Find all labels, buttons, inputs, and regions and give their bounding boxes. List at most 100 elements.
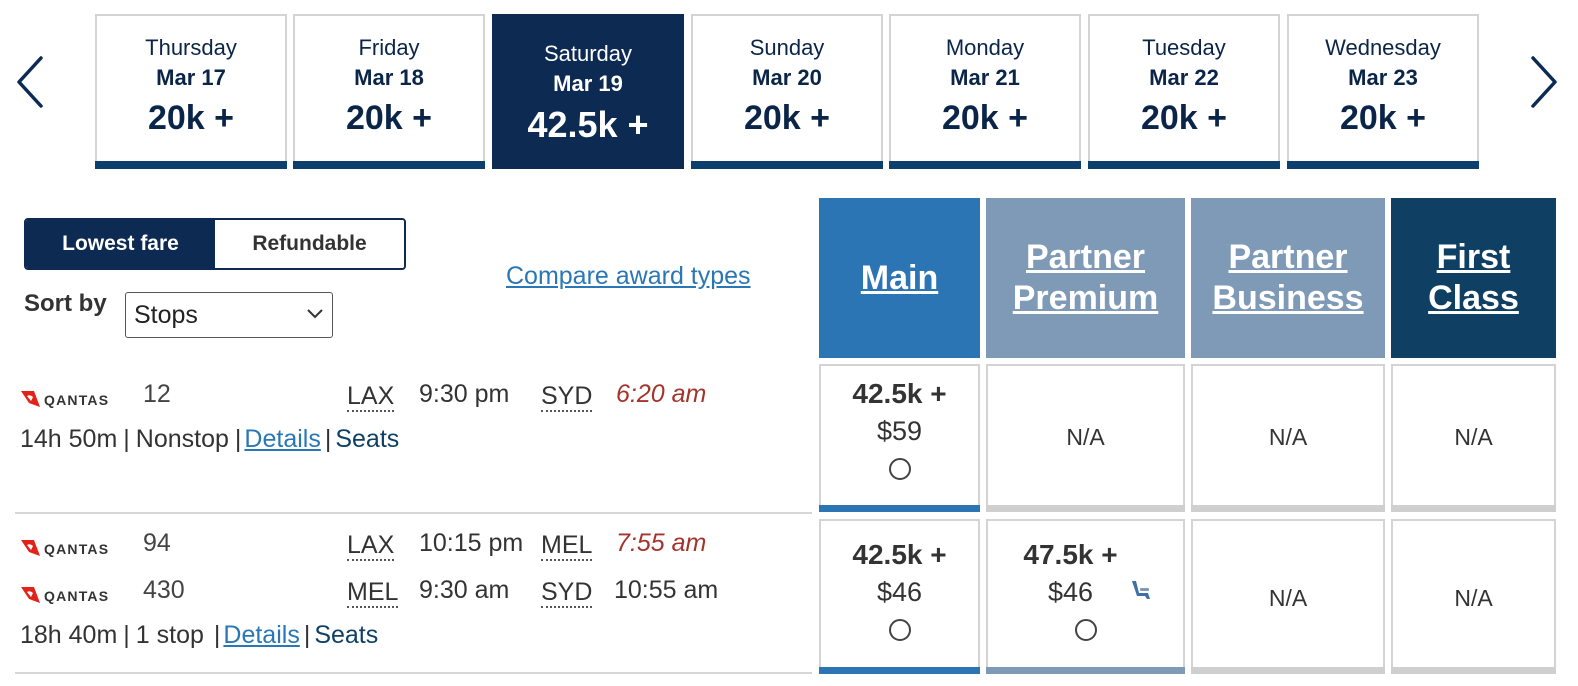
origin-airport[interactable]: LAX: [347, 531, 395, 561]
date-tile-wednesday[interactable]: Wednesday Mar 23 20k +: [1287, 14, 1479, 169]
date-price: 20k +: [1339, 99, 1427, 137]
fare-radio[interactable]: [1074, 619, 1097, 641]
destination-airport[interactable]: MEL: [541, 531, 593, 561]
date-label: Mar 21: [950, 65, 1020, 90]
fare-miles: 47.5k +: [1023, 539, 1118, 570]
svg-text:QANTAS: QANTAS: [44, 392, 109, 408]
cabin-header-first-class[interactable]: First Class: [1391, 198, 1556, 358]
row-divider: [15, 672, 812, 674]
arrival-time-next-day: 7:55 am: [616, 529, 707, 557]
qantas-logo-icon: QANTAS: [21, 587, 109, 604]
stops: Nonstop: [135, 425, 229, 453]
date-price: 20k +: [1140, 99, 1228, 137]
departure-time: 9:30 pm: [419, 380, 510, 408]
flight-number: 12: [143, 380, 171, 408]
cabin-label: Partner Business: [1212, 238, 1364, 317]
cabin-label: Partner Premium: [1012, 238, 1159, 317]
fare-type-toggle: Lowest fare Refundable: [24, 218, 406, 270]
fare-na: N/A: [1454, 424, 1493, 450]
compare-award-types-link[interactable]: Compare award types: [506, 262, 751, 290]
date-label: Mar 17: [156, 65, 226, 90]
destination-airport[interactable]: SYD: [541, 578, 593, 608]
flight-number: 430: [143, 576, 185, 604]
date-day-name: Saturday: [543, 41, 633, 66]
cabin-header-partner-business[interactable]: Partner Business: [1191, 198, 1385, 358]
date-tile-monday[interactable]: Monday Mar 21 20k +: [889, 14, 1081, 169]
details-link[interactable]: Details: [244, 425, 321, 453]
seats-link[interactable]: Seats: [314, 621, 379, 649]
date-day-name: Monday: [945, 35, 1025, 60]
destination-airport[interactable]: SYD: [541, 382, 593, 412]
next-dates-chevron-right-icon[interactable]: [1524, 52, 1564, 112]
sort-by-label: Sort by: [24, 290, 107, 317]
cabin-label: First Class: [1428, 238, 1519, 317]
arrival-time-next-day: 6:20 am: [616, 380, 707, 408]
date-price: 20k +: [345, 99, 433, 137]
date-day-name: Wednesday: [1325, 35, 1441, 60]
arrival-time: 10:55 am: [614, 576, 719, 604]
date-day-name: Sunday: [749, 35, 825, 60]
fare-cell-main[interactable]: 42.5k + $46: [819, 519, 980, 674]
date-price: 42.5k +: [527, 104, 649, 145]
date-tile-friday[interactable]: Friday Mar 18 20k +: [293, 14, 485, 169]
svg-text:QANTAS: QANTAS: [44, 588, 109, 604]
flight-summary: 18h 40m | 1 stop | Details | Seats: [20, 621, 379, 649]
departure-time: 9:30 am: [419, 576, 510, 604]
lowest-fare-option[interactable]: Lowest fare: [26, 220, 215, 268]
fare-cell-partner-premium: N/A: [986, 364, 1185, 512]
fare-cell-partner-premium[interactable]: 47.5k + $46: [986, 519, 1185, 674]
date-price: 20k +: [941, 99, 1029, 137]
fare-na: N/A: [1066, 424, 1105, 450]
fare-radio[interactable]: [888, 458, 911, 480]
date-label: Mar 19: [553, 71, 623, 96]
refundable-option[interactable]: Refundable: [215, 220, 404, 268]
cabin-label: Main: [860, 258, 939, 297]
cabin-header-main[interactable]: Main: [819, 198, 980, 358]
origin-airport[interactable]: MEL: [347, 578, 399, 608]
duration: 14h 50m: [20, 425, 118, 453]
qantas-logo-icon: QANTAS: [21, 540, 109, 557]
fare-cell-main[interactable]: 42.5k + $59: [819, 364, 980, 512]
fare-cell-first-class: N/A: [1391, 364, 1556, 512]
seats-link[interactable]: Seats: [335, 425, 400, 453]
fare-na: N/A: [1454, 585, 1493, 611]
svg-text:QANTAS: QANTAS: [44, 541, 109, 557]
details-link[interactable]: Details: [223, 621, 300, 649]
departure-time: 10:15 pm: [419, 529, 524, 557]
date-tile-tuesday[interactable]: Tuesday Mar 22 20k +: [1088, 14, 1280, 169]
date-label: Mar 23: [1348, 65, 1418, 90]
flight-summary: 14h 50m | Nonstop | Details | Seats: [20, 425, 400, 453]
fare-miles: 42.5k +: [852, 539, 947, 570]
qantas-logo-icon: QANTAS: [21, 391, 109, 408]
date-label: Mar 20: [752, 65, 822, 90]
fare-tax: $59: [876, 416, 923, 446]
date-tile-sunday[interactable]: Sunday Mar 20 20k +: [691, 14, 883, 169]
date-day-name: Thursday: [145, 35, 237, 60]
chevron-down-icon: [307, 309, 323, 319]
stops: 1 stop: [135, 621, 204, 649]
date-day-name: Friday: [358, 35, 420, 60]
date-day-name: Tuesday: [1142, 35, 1226, 60]
cabin-header-partner-premium[interactable]: Partner Premium: [986, 198, 1185, 358]
flight-number: 94: [143, 529, 171, 557]
fare-radio[interactable]: [888, 619, 911, 641]
date-tile-saturday-selected[interactable]: Saturday Mar 19 42.5k +: [492, 14, 684, 169]
date-price: 20k +: [147, 99, 235, 137]
duration: 18h 40m: [20, 621, 118, 649]
fare-tax: $46: [1047, 577, 1094, 607]
row-divider: [15, 512, 812, 514]
fare-tax: $46: [876, 577, 923, 607]
fare-na: N/A: [1268, 424, 1308, 450]
seat-icon: [1132, 581, 1150, 599]
date-label: Mar 18: [354, 65, 424, 90]
origin-airport[interactable]: LAX: [347, 382, 395, 412]
sort-select[interactable]: Stops: [125, 292, 333, 338]
date-tile-thursday[interactable]: Thursday Mar 17 20k +: [95, 14, 287, 169]
fare-miles: 42.5k +: [852, 378, 947, 409]
previous-dates-chevron-left-icon[interactable]: [10, 52, 50, 112]
date-price: 20k +: [743, 99, 831, 137]
fare-na: N/A: [1268, 585, 1308, 611]
fare-cell-partner-business: N/A: [1191, 519, 1385, 674]
sort-select-value: Stops: [134, 300, 198, 329]
fare-cell-first-class: N/A: [1391, 519, 1556, 674]
